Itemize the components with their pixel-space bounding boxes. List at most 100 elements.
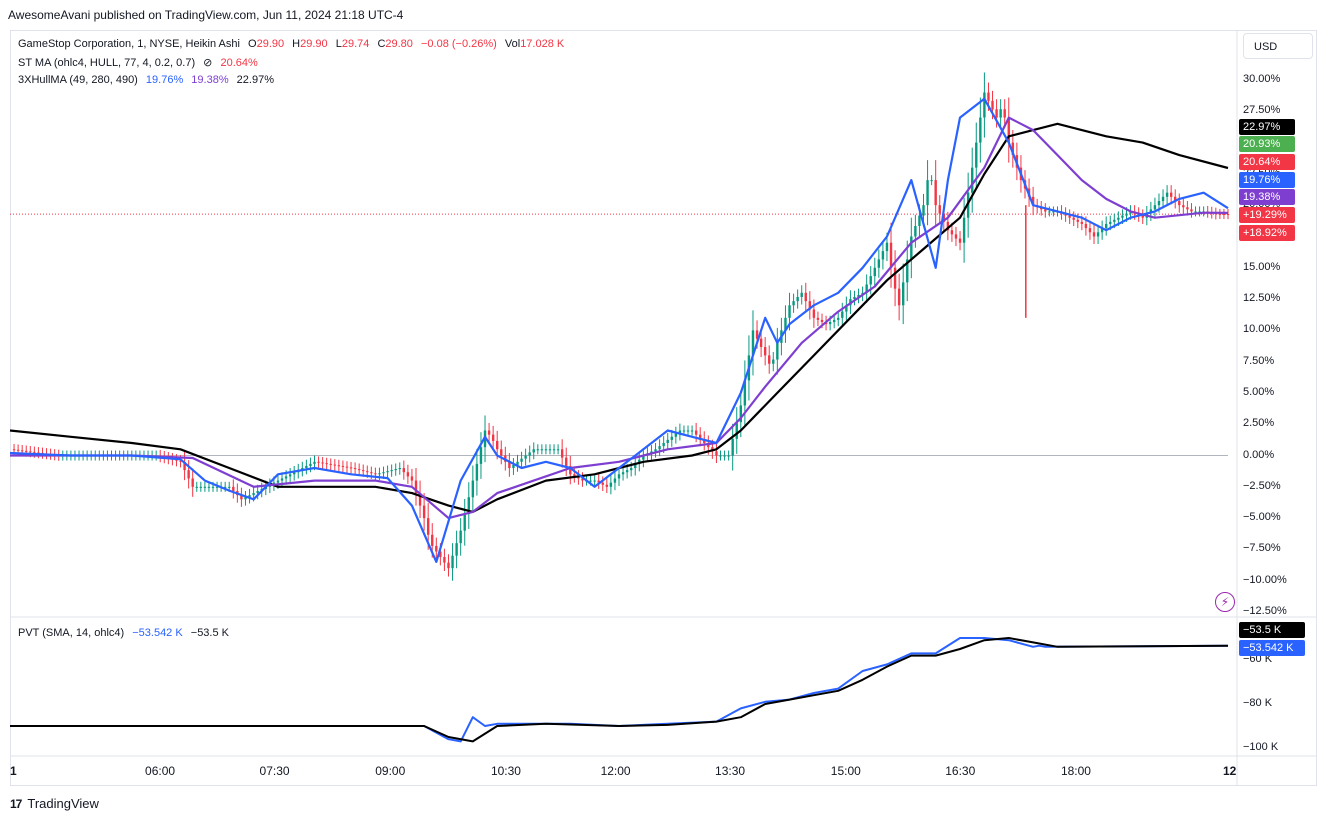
- candle-body: [1080, 221, 1084, 224]
- candle-body: [865, 284, 868, 293]
- candle-body: [731, 438, 734, 456]
- candle-body: [333, 464, 336, 466]
- candle-body: [569, 465, 572, 475]
- legend-pvt-v2: −53.5 K: [190, 627, 229, 639]
- candle-body: [520, 458, 523, 462]
- lightning-icon[interactable]: ⚡: [1215, 592, 1235, 612]
- candle-body: [828, 322, 832, 325]
- legend-main[interactable]: GameStop Corporation, 1, NYSE, Heikin As…: [18, 38, 569, 50]
- time-tick-label: 15:00: [830, 764, 861, 778]
- time-tick-label: 18:00: [1060, 764, 1091, 778]
- candle-body: [309, 463, 312, 466]
- candle-body: [443, 557, 446, 563]
- price-tick-label: −7.50%: [1243, 542, 1281, 555]
- candle-body: [422, 505, 426, 519]
- candle-body: [25, 450, 28, 452]
- candle-body: [950, 230, 954, 235]
- candle-body: [914, 226, 917, 237]
- candle-body: [357, 469, 361, 471]
- candle-body: [223, 486, 227, 488]
- candle-body: [1105, 223, 1108, 229]
- candle-body: [228, 486, 231, 488]
- time-tick-label: 16:30: [945, 764, 976, 778]
- candle-body: [975, 142, 978, 168]
- candle-body: [987, 92, 990, 101]
- legend-stma-name: ST MA (ohlc4, HULL, 77, 4, 0.2, 0.7): [18, 57, 196, 69]
- candle-body: [431, 534, 434, 546]
- candle-body: [743, 380, 747, 406]
- footer-brand[interactable]: 17 TradingView: [10, 796, 99, 811]
- candle-body: [958, 238, 962, 243]
- candle-body: [540, 449, 544, 451]
- legend-change: −0.08 (−0.26%): [420, 38, 497, 50]
- candle-body: [313, 461, 316, 464]
- candle-body: [788, 305, 791, 318]
- candle-body: [548, 449, 552, 451]
- candle-body: [512, 464, 515, 469]
- chart-frame: [10, 30, 1317, 786]
- candle-body: [922, 205, 925, 216]
- candle-body: [516, 461, 519, 465]
- candle-body: [1011, 142, 1015, 156]
- candle-body: [187, 470, 190, 479]
- candle-body: [459, 530, 462, 544]
- candle-body: [808, 301, 812, 310]
- candle-body: [983, 92, 986, 118]
- candle-body: [1031, 196, 1035, 206]
- candle-body: [694, 430, 698, 435]
- legend-pvt-v1: −53.542 K: [132, 627, 183, 639]
- legend-stma-value: 20.64%: [220, 57, 258, 69]
- candle-body: [816, 317, 820, 320]
- candle-body: [906, 259, 909, 283]
- candle-body: [439, 551, 442, 558]
- price-tick-label: 0.00%: [1243, 448, 1275, 461]
- candle-body: [589, 480, 592, 482]
- price-tick-label: 30.00%: [1243, 73, 1281, 85]
- legend-pvt[interactable]: PVT (SMA, 14, ohlc4) −53.542 K −53.5 K: [18, 627, 234, 639]
- candle-body: [203, 486, 207, 488]
- candle-body: [674, 433, 678, 437]
- candle-body: [390, 470, 393, 472]
- legend-close: C29.80: [377, 38, 413, 50]
- legend-pvt-name: PVT (SMA, 14, ohlc4): [18, 627, 125, 639]
- currency-button[interactable]: USD: [1243, 33, 1313, 59]
- candle-body: [658, 446, 661, 450]
- legend-hull[interactable]: 3XHullMA (49, 280, 490) 19.76% 19.38% 22…: [18, 74, 279, 86]
- candle-body: [869, 276, 872, 285]
- time-tick-label: 12:00: [600, 764, 631, 778]
- candle-body: [496, 440, 499, 450]
- candle-body: [715, 451, 718, 456]
- candle-body: [617, 474, 621, 479]
- pvt-tick-label: −80 K: [1243, 697, 1273, 709]
- candle-body: [812, 309, 816, 318]
- price-tick-label: −10.00%: [1243, 573, 1287, 586]
- candle-body: [418, 493, 422, 506]
- pvt-tick-label: −60 K: [1243, 653, 1273, 665]
- candle-body: [857, 294, 860, 297]
- candle-body: [20, 450, 24, 452]
- candle-body: [353, 468, 357, 470]
- candle-body: [252, 493, 255, 496]
- candle-body: [597, 480, 600, 483]
- hidden-eye-icon[interactable]: ⊘: [203, 57, 213, 69]
- candle-body: [284, 476, 288, 479]
- legend-hull-v2: 19.38%: [191, 74, 229, 86]
- price-badge: 19.76%: [1239, 172, 1295, 188]
- legend-stma[interactable]: ST MA (ohlc4, HULL, 77, 4, 0.2, 0.7) ⊘ 2…: [18, 56, 263, 69]
- candle-body: [763, 347, 767, 356]
- candle-body: [1153, 205, 1157, 210]
- time-tick-label: 1: [10, 764, 17, 778]
- candle-body: [414, 480, 418, 494]
- candle-body: [662, 443, 665, 447]
- candle-body: [686, 430, 690, 432]
- candle-body: [479, 447, 483, 464]
- candle-body: [256, 490, 259, 494]
- legend-hull-v1: 19.76%: [145, 74, 184, 86]
- candle-body: [601, 482, 604, 485]
- candle-body: [386, 471, 389, 473]
- candle-body: [1165, 192, 1169, 197]
- candle-body: [820, 319, 824, 323]
- candle-body: [678, 430, 682, 434]
- candle-body: [362, 470, 365, 472]
